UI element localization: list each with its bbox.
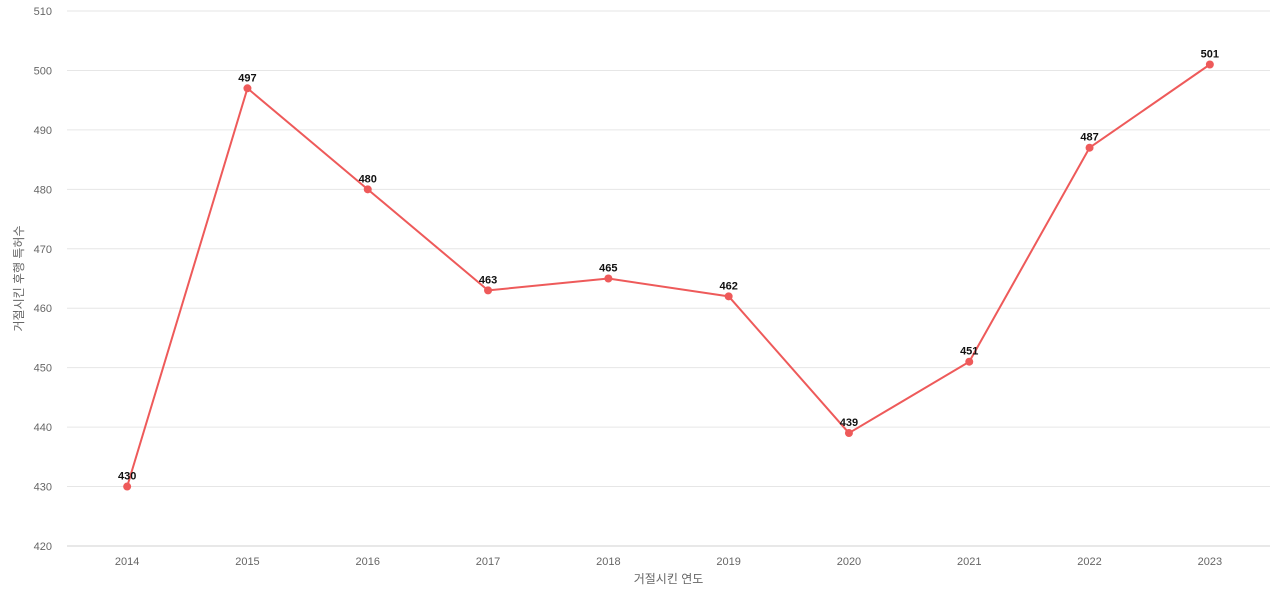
x-axis-title: 거절시킨 연도 [634, 572, 704, 586]
x-tick-label: 2022 [1077, 556, 1101, 568]
x-tick-label: 2018 [596, 556, 620, 568]
x-tick-label: 2019 [716, 556, 740, 568]
data-label: 430 [118, 471, 136, 483]
data-label: 462 [719, 280, 737, 292]
y-tick-labels: 420 430 440 450 460 470 480 490 500 510 [34, 6, 52, 553]
y-tick-label: 430 [34, 482, 52, 494]
data-point[interactable] [965, 357, 974, 366]
y-tick-label: 510 [34, 6, 52, 18]
x-tick-label: 2016 [356, 556, 380, 568]
y-tick-label: 490 [34, 125, 52, 137]
y-tick-label: 480 [34, 184, 52, 196]
data-point[interactable] [724, 292, 733, 301]
data-label: 465 [599, 263, 617, 275]
data-label: 501 [1201, 49, 1219, 61]
data-label: 497 [238, 72, 256, 84]
x-tick-label: 2021 [957, 556, 981, 568]
data-label: 451 [960, 346, 978, 358]
y-tick-label: 500 [34, 65, 52, 77]
data-point[interactable] [1085, 143, 1094, 152]
x-tick-labels: 2014 2015 2016 2017 2018 2019 2020 2021 2022 2023 [115, 556, 1222, 568]
y-axis-title: 거절시킨 후행 특허수 [11, 225, 26, 331]
data-point[interactable] [363, 185, 372, 194]
data-point[interactable] [484, 286, 493, 295]
data-point[interactable] [1205, 60, 1214, 69]
x-tick-label: 2015 [235, 556, 259, 568]
data-point[interactable] [604, 274, 613, 283]
data-points [123, 60, 1214, 491]
data-point[interactable] [844, 429, 853, 438]
data-label: 480 [359, 173, 377, 185]
gridlines [67, 10, 1270, 488]
series-line [126, 63, 1211, 487]
x-tick-label: 2014 [115, 556, 139, 568]
y-tick-label: 470 [34, 244, 52, 256]
y-tick-label: 460 [34, 303, 52, 315]
x-tick-label: 2017 [476, 556, 500, 568]
data-label: 463 [479, 274, 497, 286]
x-tick-label: 2020 [837, 556, 861, 568]
y-tick-label: 440 [34, 422, 52, 434]
data-point[interactable] [243, 84, 252, 93]
y-tick-label: 450 [34, 363, 52, 375]
y-tick-label: 420 [34, 541, 52, 553]
x-tick-label: 2023 [1198, 556, 1222, 568]
data-label: 487 [1080, 132, 1098, 144]
data-label: 439 [840, 417, 858, 429]
series-line-group [126, 63, 1211, 487]
data-point[interactable] [123, 482, 132, 491]
data-labels: 430 497 480 463 465 462 439 451 487 501 [118, 49, 1219, 483]
